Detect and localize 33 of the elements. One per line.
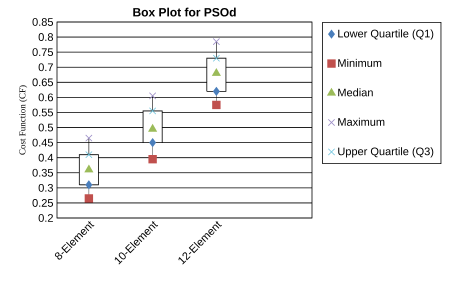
y-tick-label: 0.35	[32, 168, 54, 177]
point	[85, 180, 92, 190]
y-tick-label: 0.3	[38, 184, 54, 192]
point	[148, 155, 157, 164]
point	[149, 92, 156, 100]
legend-label: Minimum	[338, 58, 382, 67]
y-tick-label: 0.85	[32, 18, 54, 26]
legend-label: Lower Quartile (Q1)	[338, 29, 434, 40]
y-axis-title: Cost Function (CF)	[19, 85, 28, 155]
point	[212, 38, 220, 46]
y-tick-label: 0.55	[32, 108, 54, 116]
legend-label: Median	[338, 88, 373, 96]
point	[212, 54, 220, 62]
point	[212, 86, 220, 96]
y-tick-label: 0.75	[32, 48, 54, 56]
y-tick-label: 0.65	[32, 78, 54, 86]
chart-title: Box Plot for PSOd	[133, 8, 236, 17]
y-tick-label: 0.6	[38, 93, 54, 102]
legend-label: Maximum	[338, 118, 384, 126]
y-tick-label: 0.25	[32, 199, 54, 207]
y-tick-label: 0.8	[38, 33, 54, 41]
point	[85, 151, 92, 158]
point	[85, 134, 92, 142]
point	[84, 194, 94, 203]
point	[149, 107, 156, 115]
y-tick-label: 0.4	[38, 154, 54, 162]
legend-label: Upper Quartile (Q3)	[338, 147, 434, 158]
y-tick-label: 0.45	[32, 138, 54, 147]
y-tick-label: 0.7	[38, 63, 53, 72]
y-tick-label: 0.2	[38, 214, 53, 222]
y-tick-label: 0.5	[38, 124, 54, 132]
point	[212, 100, 221, 110]
point	[149, 138, 156, 148]
